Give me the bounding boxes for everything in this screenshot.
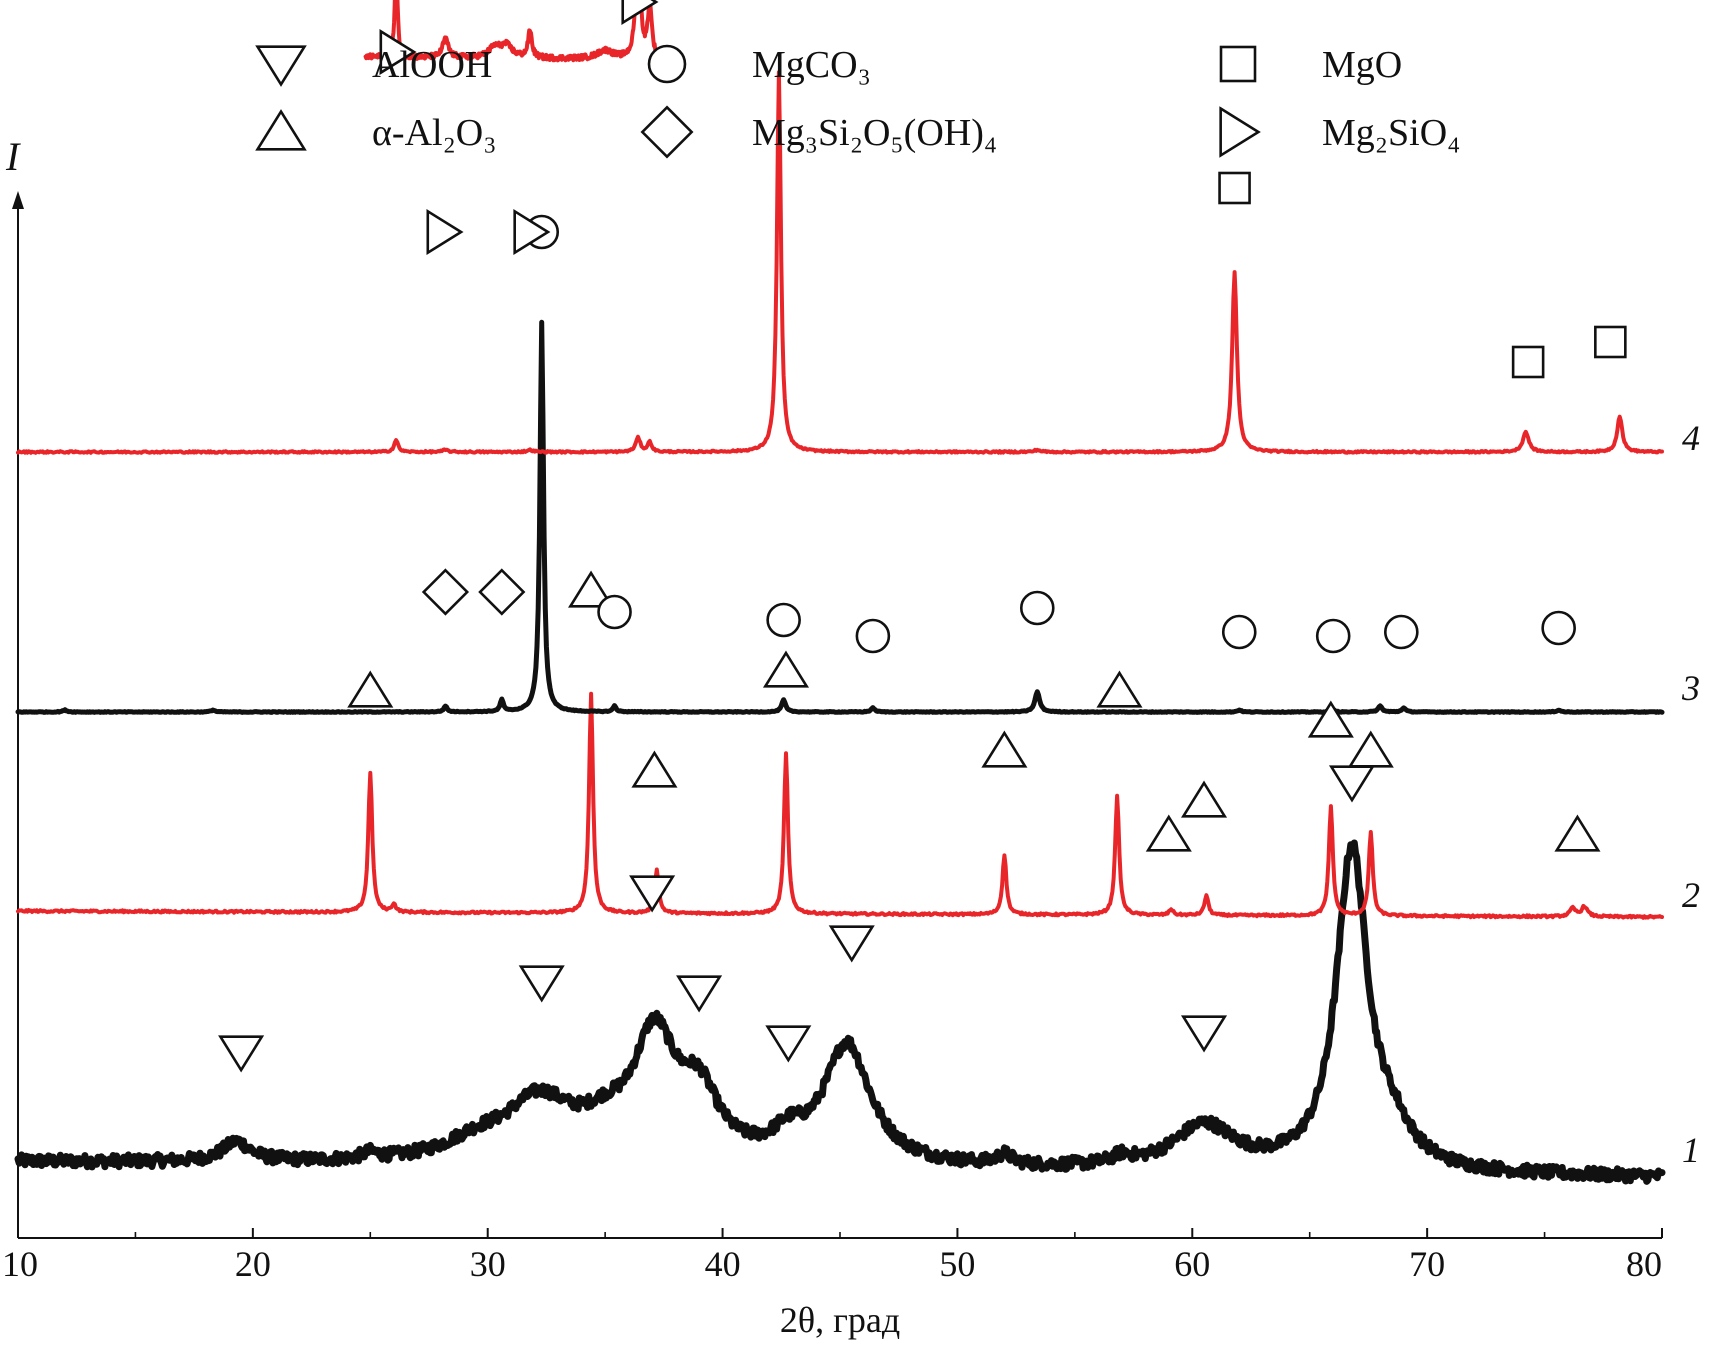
legend-item: AlOOH — [255, 44, 492, 87]
phase-markers — [218, 0, 1627, 1073]
circle-marker — [1315, 618, 1351, 654]
square-marker — [1219, 45, 1257, 83]
triangle-up-marker — [347, 670, 394, 708]
curve-labels: 1 2 3 4 — [1681, 418, 1700, 1170]
triangle-right-marker — [426, 208, 464, 256]
series-4-line — [16, 70, 1664, 455]
series-1-line — [14, 839, 1666, 1185]
circle-marker — [1384, 614, 1419, 650]
y-axis-title: I — [5, 134, 21, 179]
legend-label: Mg₃Si₂O₅(OH)₄ — [752, 112, 997, 154]
chart-axes: 10 20 30 40 50 60 70 80 2θ, град I — [2, 134, 1663, 1340]
triangle-down-marker — [255, 45, 307, 87]
triangle-up-marker — [1180, 780, 1228, 818]
triangle-up-marker — [568, 570, 615, 608]
series-2-line — [16, 691, 1664, 920]
x-tick-label: 40 — [705, 1244, 741, 1284]
diamond-marker — [478, 568, 526, 616]
x-tick-label: 30 — [470, 1244, 506, 1284]
triangle-up-marker — [1347, 730, 1394, 768]
legend-item: Mg₃Si₂O₅(OH)₄ — [640, 105, 997, 159]
triangle-down-marker — [1180, 1015, 1228, 1053]
x-tick-label: 70 — [1409, 1244, 1445, 1284]
triangle-up-marker — [1145, 814, 1192, 852]
x-tick-label: 10 — [2, 1244, 38, 1284]
legend-label: MgO — [1322, 44, 1402, 86]
triangle-down-marker — [1328, 765, 1376, 803]
legend-item: MgO — [1219, 44, 1402, 86]
square-marker — [1218, 171, 1251, 205]
x-tick-label: 60 — [1174, 1244, 1210, 1284]
legend-label: AlOOH — [372, 44, 492, 86]
legend-item: MgCO₃ — [647, 44, 871, 86]
triangle-up-marker — [1096, 670, 1143, 708]
triangle-down-marker — [629, 875, 676, 913]
legend: AlOOH MgCO₃ MgO α-Al₂O₃ Mg₃Si₂O₅(OH)₄ Mg₂SiO₄ — [255, 44, 1460, 159]
triangle-right-marker — [621, 0, 659, 26]
x-tick-label: 50 — [939, 1244, 975, 1284]
triangle-right-marker — [513, 208, 551, 256]
square-marker — [1594, 325, 1627, 359]
legend-label: α-Al₂O₃ — [372, 112, 497, 154]
circle-marker — [766, 602, 801, 638]
triangle-down-marker — [518, 965, 565, 1003]
triangle-down-marker — [676, 975, 723, 1013]
triangle-up-marker — [981, 730, 1028, 768]
circle-marker — [1221, 614, 1257, 650]
curve-label-2: 2 — [1682, 875, 1700, 915]
x-axis-title: 2θ, град — [780, 1300, 900, 1340]
legend-label: Mg₂SiO₄ — [1322, 112, 1460, 154]
triangle-down-marker — [765, 1025, 812, 1063]
x-tick-label: 80 — [1626, 1244, 1662, 1284]
curve-label-4: 4 — [1682, 418, 1700, 458]
triangle-up-marker — [762, 650, 810, 688]
legend-item: Mg₂SiO₄ — [1219, 106, 1460, 158]
legend-label: MgCO₃ — [752, 44, 871, 86]
triangle-right-marker — [379, 28, 417, 76]
circle-marker — [597, 594, 632, 630]
curve-label-1: 1 — [1682, 1130, 1700, 1170]
circle-marker — [1541, 610, 1576, 646]
curve-label-3: 3 — [1681, 668, 1700, 708]
series-4-inset-line — [363, 0, 671, 63]
triangle-up-marker — [255, 109, 307, 151]
diamond-marker — [421, 568, 470, 616]
legend-item: α-Al₂O₃ — [255, 109, 497, 154]
triangle-down-marker — [828, 925, 875, 963]
triangle-up-marker — [1307, 700, 1354, 738]
triangle-up-marker — [1554, 814, 1601, 852]
circle-marker — [1019, 590, 1055, 626]
square-marker — [1511, 345, 1545, 379]
circle-marker — [855, 618, 891, 654]
diamond-marker — [640, 105, 694, 159]
circle-marker — [647, 44, 687, 84]
diffraction-traces — [14, 0, 1666, 1185]
triangle-right-marker — [1219, 106, 1261, 158]
series-3-line — [15, 319, 1665, 715]
triangle-down-marker — [218, 1035, 265, 1073]
triangle-up-marker — [631, 750, 678, 788]
x-tick-label: 20 — [235, 1244, 271, 1284]
y-axis-arrow — [12, 191, 24, 209]
